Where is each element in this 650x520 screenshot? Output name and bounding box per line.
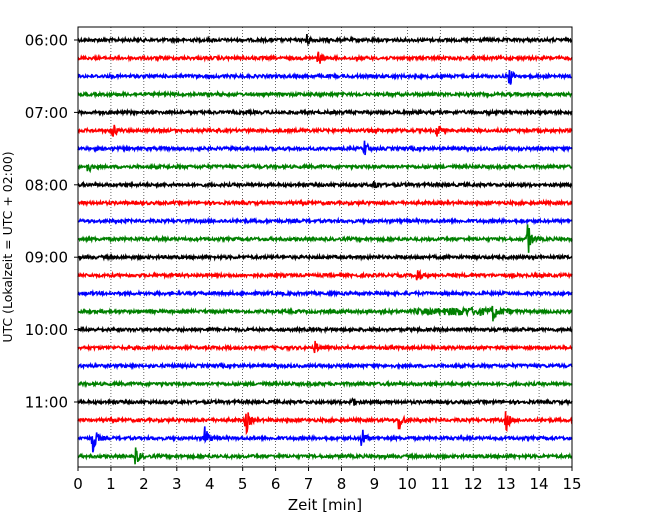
trace-0915 xyxy=(77,268,573,281)
y-tick-label: 10:00 xyxy=(25,321,68,339)
y-axis: 06:00 07:00 08:00 09:00 10:00 11:00 xyxy=(25,32,78,412)
trace-0700 xyxy=(77,107,573,118)
x-tick-label: 12 xyxy=(464,475,483,493)
trace-1045 xyxy=(77,379,573,389)
trace-0945 xyxy=(77,305,573,322)
trace-0615 xyxy=(77,51,573,64)
trace-0745 xyxy=(77,162,573,174)
x-tick-label: 2 xyxy=(139,475,149,493)
y-tick-label: 07:00 xyxy=(25,104,68,122)
trace-0645 xyxy=(77,89,573,99)
x-tick-label: 15 xyxy=(562,475,581,493)
trace-1115 xyxy=(77,411,573,436)
y-tick-label: 09:00 xyxy=(25,249,68,267)
plot-area xyxy=(78,27,572,467)
x-tick-label: 6 xyxy=(271,475,281,493)
trace-1030 xyxy=(77,361,573,371)
x-axis: 0 1 2 3 4 5 6 7 8 9 10 11 12 13 14 15 xyxy=(73,467,582,493)
trace-0800 xyxy=(77,180,573,190)
y-tick-label: 08:00 xyxy=(25,176,68,194)
trace-0600 xyxy=(77,33,573,47)
x-tick-label: 8 xyxy=(337,475,347,493)
trace-0630 xyxy=(77,70,573,85)
trace-1145 xyxy=(77,447,573,465)
x-tick-label: 0 xyxy=(73,475,83,493)
x-axis-label: Zeit [min] xyxy=(288,496,362,514)
trace-0830 xyxy=(77,216,573,226)
y-tick-label: 11:00 xyxy=(25,394,68,412)
y-axis-label: UTC (Lokalzeit = UTC + 02:00) xyxy=(0,151,15,342)
x-tick-label: 10 xyxy=(398,475,417,493)
trace-1130 xyxy=(77,426,573,453)
x-tick-label: 4 xyxy=(205,475,215,493)
plot-frame xyxy=(77,26,573,468)
trace-0845 xyxy=(77,224,573,253)
trace-1015 xyxy=(77,340,573,354)
trace-group xyxy=(77,33,573,465)
x-tick-label: 3 xyxy=(172,475,182,493)
x-tick-label: 14 xyxy=(530,475,549,493)
trace-1000 xyxy=(77,325,573,335)
trace-0815 xyxy=(77,198,573,208)
x-tick-label: 9 xyxy=(370,475,380,493)
x-tick-label: 1 xyxy=(106,475,116,493)
trace-1100 xyxy=(77,397,573,407)
trace-0730 xyxy=(77,140,573,156)
trace-0900 xyxy=(77,252,573,262)
x-tick-label: 7 xyxy=(304,475,314,493)
trace-0930 xyxy=(77,288,573,298)
trace-0715 xyxy=(77,124,573,137)
x-tick-label: 5 xyxy=(238,475,248,493)
x-tick-label: 13 xyxy=(497,475,516,493)
y-tick-label: 06:00 xyxy=(25,32,68,50)
grid-lines xyxy=(110,27,540,467)
x-tick-label: 11 xyxy=(431,475,450,493)
